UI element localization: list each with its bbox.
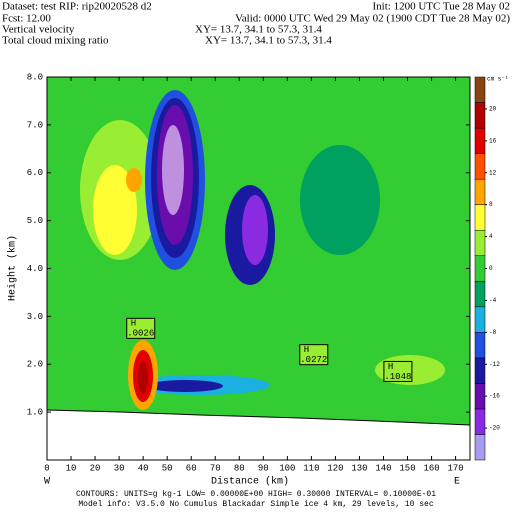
colorbar-box (474, 229, 486, 256)
colorbar-label: -12 (489, 361, 500, 368)
high-value: .1048 (384, 372, 411, 382)
colorbar-label: 16 (489, 137, 497, 144)
colorbar-box (474, 76, 486, 103)
terrain-line (46, 409, 471, 426)
x-tick-label: 10 (66, 463, 77, 473)
x-tick-label: 0 (44, 463, 49, 473)
colorbar-box (474, 306, 486, 333)
y-tick-label: 7.0 (27, 120, 43, 130)
x-axis-label: Distance (km) (211, 476, 289, 488)
y-tick-label: 2.0 (27, 360, 43, 370)
x-tick-label: 160 (423, 463, 439, 473)
colorbar-label: -4 (489, 297, 497, 304)
model-info: Model info: V3.5.0 No Cumulus Blackadar … (78, 500, 433, 509)
colorbar-box (474, 127, 486, 154)
x-tick-label: 90 (258, 463, 269, 473)
shade (138, 362, 148, 394)
colorbar-box (474, 332, 486, 359)
y-tick-label: 1.0 (27, 408, 43, 418)
colorbar-box (474, 434, 486, 461)
dataset: Dataset: test RIP: rip20020528 d2 (2, 1, 152, 13)
x-tick-label: 20 (90, 463, 101, 473)
y-tick-label: 8.0 (27, 72, 43, 82)
xy2: XY= 13.7, 34.1 to 57.3, 31.4 (205, 35, 332, 47)
field2: Total cloud mixing ratio (2, 35, 109, 47)
x-tick-label: 70 (210, 463, 221, 473)
shade (242, 195, 268, 265)
x-tick-label: 140 (375, 463, 391, 473)
high-label: H (388, 362, 393, 372)
east-label: E (454, 477, 460, 488)
high-label: H (131, 319, 136, 329)
x-tick-label: 100 (279, 463, 295, 473)
x-tick-label: 170 (447, 463, 463, 473)
shade (300, 145, 380, 255)
colorbar-box (474, 204, 486, 231)
x-tick-label: 80 (234, 463, 245, 473)
field1: Vertical velocity (2, 24, 75, 36)
shade (147, 380, 223, 392)
xy1: XY= 13.7, 34.1 to 57.3, 31.4 (195, 24, 322, 36)
x-tick-label: 30 (114, 463, 125, 473)
colorbar-label: 4 (489, 233, 493, 240)
y-axis-label: Height (km) (7, 235, 19, 301)
colorbar-label: 12 (489, 169, 497, 176)
shade (126, 168, 142, 192)
header: Dataset: test RIP: rip20020528 d2 Init: … (2, 1, 510, 47)
colorbar-units: cm s⁻¹ (487, 76, 509, 83)
shade (162, 125, 184, 215)
high-box (383, 360, 413, 382)
colorbar-box (474, 153, 486, 180)
valid: Valid: 0000 UTC Wed 29 May 02 (1900 CDT … (235, 13, 510, 25)
colorbar-label: 20 (489, 105, 497, 112)
x-tick-label: 130 (351, 463, 367, 473)
colorbar-box (474, 281, 486, 308)
contour-field (46, 76, 471, 461)
colorbar-label: -16 (489, 393, 500, 400)
colorbar-box (474, 255, 486, 282)
colorbar-box (474, 383, 486, 410)
y-tick-label: 3.0 (27, 312, 43, 322)
colorbar-label: -20 (489, 425, 500, 432)
colorbar-box (474, 178, 486, 205)
colorbar-label: 0 (489, 265, 493, 272)
contour-info: CONTOURS: UNITS=g kg-1 LOW= 0.00000E+00 … (76, 490, 436, 499)
high-value: .0026 (127, 329, 154, 339)
shade (93, 165, 137, 255)
x-tick-label: 60 (186, 463, 197, 473)
high-box (126, 317, 156, 339)
y-tick-label: 6.0 (27, 168, 43, 178)
colorbar-label: -8 (489, 329, 497, 336)
high-value: .0272 (300, 355, 327, 365)
x-tick-label: 110 (303, 463, 319, 473)
init: Init: 1200 UTC Tue 28 May 02 (372, 1, 510, 13)
high-box (299, 344, 329, 366)
y-tick-label: 5.0 (27, 216, 43, 226)
colorbar-box (474, 102, 486, 129)
y-tick-label: 4.0 (27, 264, 43, 274)
x-tick-label: 120 (327, 463, 343, 473)
colorbar-label: 8 (489, 201, 493, 208)
west-label: W (44, 477, 50, 488)
terrain (47, 410, 470, 460)
high-label: H (304, 345, 309, 355)
x-tick-label: 50 (162, 463, 173, 473)
x-tick-label: 150 (399, 463, 415, 473)
x-tick-label: 40 (138, 463, 149, 473)
colorbar-box (474, 357, 486, 384)
colorbar-box (474, 408, 486, 435)
fcst: Fcst: 12.00 (2, 13, 51, 25)
